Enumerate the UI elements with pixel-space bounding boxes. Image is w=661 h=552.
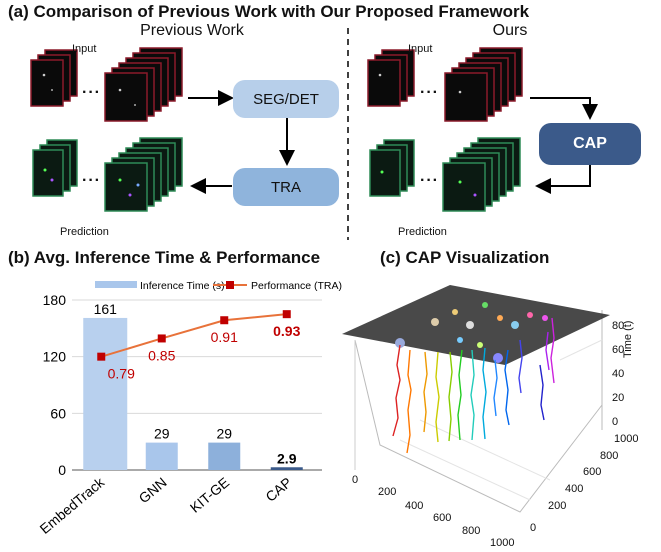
stack-input-left-b	[367, 49, 415, 107]
legend-label-bar: Inference Time (s)	[140, 280, 225, 292]
input-label-right: Input	[408, 43, 433, 55]
bar-label-EmbedTrack: 161	[94, 301, 118, 317]
y-tick-label-120: 120	[43, 349, 67, 365]
z-tick-40: 40	[612, 368, 625, 380]
x-tick-400: 400	[405, 500, 424, 512]
bar-KIT-GE	[208, 442, 241, 470]
perf-marker-EmbedTrack	[97, 352, 106, 361]
z-tick-60: 60	[612, 344, 625, 356]
seg-det-box: SEG/DET	[233, 80, 339, 118]
z-tick-80: 80	[612, 320, 625, 332]
stack-pred-left-b	[369, 139, 415, 197]
x-tick-1000: 1000	[490, 537, 515, 549]
previous-work-title: Previous Work	[140, 22, 244, 39]
bar-GNN	[145, 442, 178, 470]
x-tick-600: 600	[433, 512, 452, 524]
stack-pred-right-b	[442, 137, 521, 212]
z-tick-20: 20	[612, 392, 625, 404]
perf-label-GNN: 0.85	[148, 347, 175, 363]
ellipsis-input-left: ···	[82, 84, 101, 101]
ellipsis-pred-left: ···	[82, 172, 101, 189]
bar-EmbedTrack	[83, 317, 128, 470]
y-tick-label-60: 60	[50, 405, 66, 421]
ellipsis-pred-right: ···	[420, 172, 439, 189]
prediction-label-right: Prediction	[398, 226, 447, 238]
perf-label-CAP: 0.93	[273, 323, 300, 339]
perf-marker-KIT-GE	[220, 316, 229, 325]
bar-label-KIT-GE: 29	[216, 426, 232, 442]
y-tick-200: 200	[548, 500, 567, 512]
panel-c-title: (c) CAP Visualization	[380, 248, 550, 267]
z-tick-0: 0	[612, 416, 619, 428]
grid-lines	[399, 339, 603, 501]
y-tick-1000: 1000	[614, 433, 639, 445]
legend-label-line: Performance (TRA)	[251, 280, 342, 292]
cap-box: CAP	[539, 123, 641, 165]
stack-pred-left-a	[32, 139, 78, 197]
stack-input-right-a	[104, 47, 183, 122]
legend-swatch-marker	[226, 281, 234, 289]
y-tick-800: 800	[600, 450, 619, 462]
cell-markers	[395, 302, 548, 363]
bar-CAP	[270, 467, 303, 470]
perf-marker-CAP	[282, 310, 291, 319]
stack-pred-right-a	[104, 137, 183, 212]
y-tick-label-180: 180	[43, 292, 67, 308]
time-plane	[342, 285, 610, 365]
y-tick-400: 400	[565, 483, 584, 495]
x-tick-0: 0	[352, 474, 359, 486]
prediction-label-left: Prediction	[60, 226, 109, 238]
trajectories	[392, 317, 555, 454]
y-tick-0: 0	[530, 522, 537, 534]
bar-label-GNN: 29	[154, 426, 170, 442]
y-tick-label-0: 0	[58, 462, 66, 478]
stack-input-right-b	[444, 47, 523, 122]
perf-marker-GNN	[157, 334, 166, 343]
stack-input-left-a	[30, 49, 78, 107]
x-tick-800: 800	[462, 525, 481, 537]
arrow-input-to-cap	[530, 97, 598, 120]
panel-a-title: (a) Comparison of Previous Work with Our…	[8, 2, 530, 21]
ellipsis-input-right: ···	[420, 84, 439, 101]
perf-label-KIT-GE: 0.91	[211, 329, 238, 345]
input-label-left: Input	[72, 43, 97, 55]
z-axis-label: Time (t)	[622, 320, 634, 358]
perf-label-EmbedTrack: 0.79	[108, 366, 135, 382]
arrow-cap-to-prediction	[535, 165, 591, 194]
legend-swatch-bar	[95, 281, 137, 288]
panel-b-title: (b) Avg. Inference Time & Performance	[8, 248, 321, 267]
axis-box-bottom	[354, 339, 603, 513]
ours-title: Ours	[492, 22, 528, 39]
x-tick-200: 200	[378, 486, 397, 498]
bar-label-CAP: 2.9	[277, 450, 297, 466]
y-tick-600: 600	[583, 466, 602, 478]
performance-line	[100, 313, 287, 358]
tra-box: TRA	[233, 168, 339, 206]
